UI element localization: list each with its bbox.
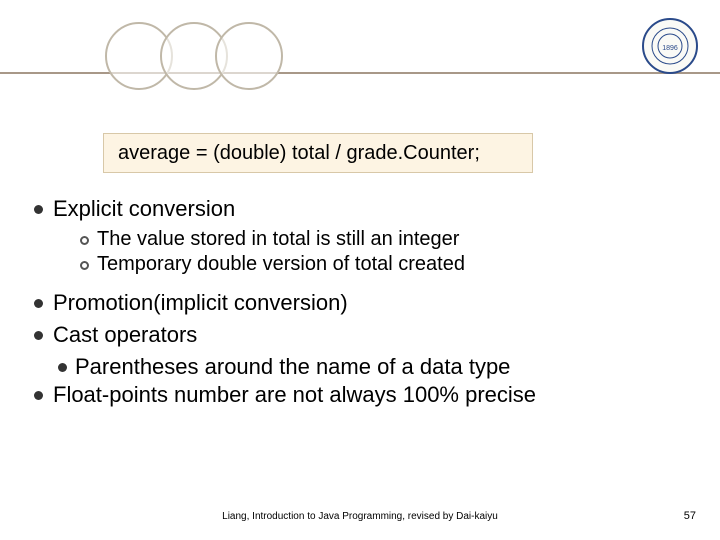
- bullet-promotion: Promotion(implicit conversion): [34, 290, 694, 316]
- bullet-cast-operators: Cast operators: [34, 322, 694, 348]
- sub-bullet-temporary-double: Temporary double version of total create…: [80, 253, 694, 276]
- svg-text:1896: 1896: [662, 45, 678, 52]
- bullet-float-points: Float-points number are not always 100% …: [34, 382, 694, 408]
- code-example-box: average = (double) total / grade.Counter…: [103, 133, 533, 173]
- code-text: average = (double) total / grade.Counter…: [118, 142, 480, 165]
- bullet-text: Cast operators: [53, 322, 197, 348]
- ring-icon: [80, 236, 89, 245]
- sub-bullet-text: The value stored in total is still an in…: [97, 228, 459, 251]
- bullet-explicit-conversion: Explicit conversion: [34, 196, 694, 222]
- bullet-dot-icon: [34, 391, 43, 400]
- sub-bullet-text: Temporary double version of total create…: [97, 253, 465, 276]
- nested-bullets-cast: Parentheses around the name of a data ty…: [58, 354, 694, 380]
- nested-bullet-text: Parentheses around the name of a data ty…: [75, 354, 510, 380]
- bullet-text: Float-points number are not always 100% …: [53, 382, 536, 408]
- bullet-dot-icon: [34, 331, 43, 340]
- nested-bullet-parentheses: Parentheses around the name of a data ty…: [58, 354, 694, 380]
- slide-content: Explicit conversion The value stored in …: [34, 196, 694, 414]
- circle-3: [215, 22, 283, 90]
- bullet-text: Promotion(implicit conversion): [53, 290, 348, 316]
- sub-bullets-explicit: The value stored in total is still an in…: [80, 228, 694, 276]
- ring-icon: [80, 261, 89, 270]
- bullet-text: Explicit conversion: [53, 196, 235, 222]
- slide-footer: Liang, Introduction to Java Programming,…: [0, 511, 720, 522]
- footer-citation: Liang, Introduction to Java Programming,…: [222, 511, 498, 522]
- bullet-dot-icon: [34, 205, 43, 214]
- page-number: 57: [684, 510, 696, 522]
- sub-bullet-value-stored: The value stored in total is still an in…: [80, 228, 694, 251]
- university-logo: 1896: [642, 18, 698, 74]
- header-divider: [0, 72, 720, 74]
- bullet-dot-icon: [34, 299, 43, 308]
- page-number-text: 57: [684, 510, 696, 522]
- bullet-dot-icon: [58, 363, 67, 372]
